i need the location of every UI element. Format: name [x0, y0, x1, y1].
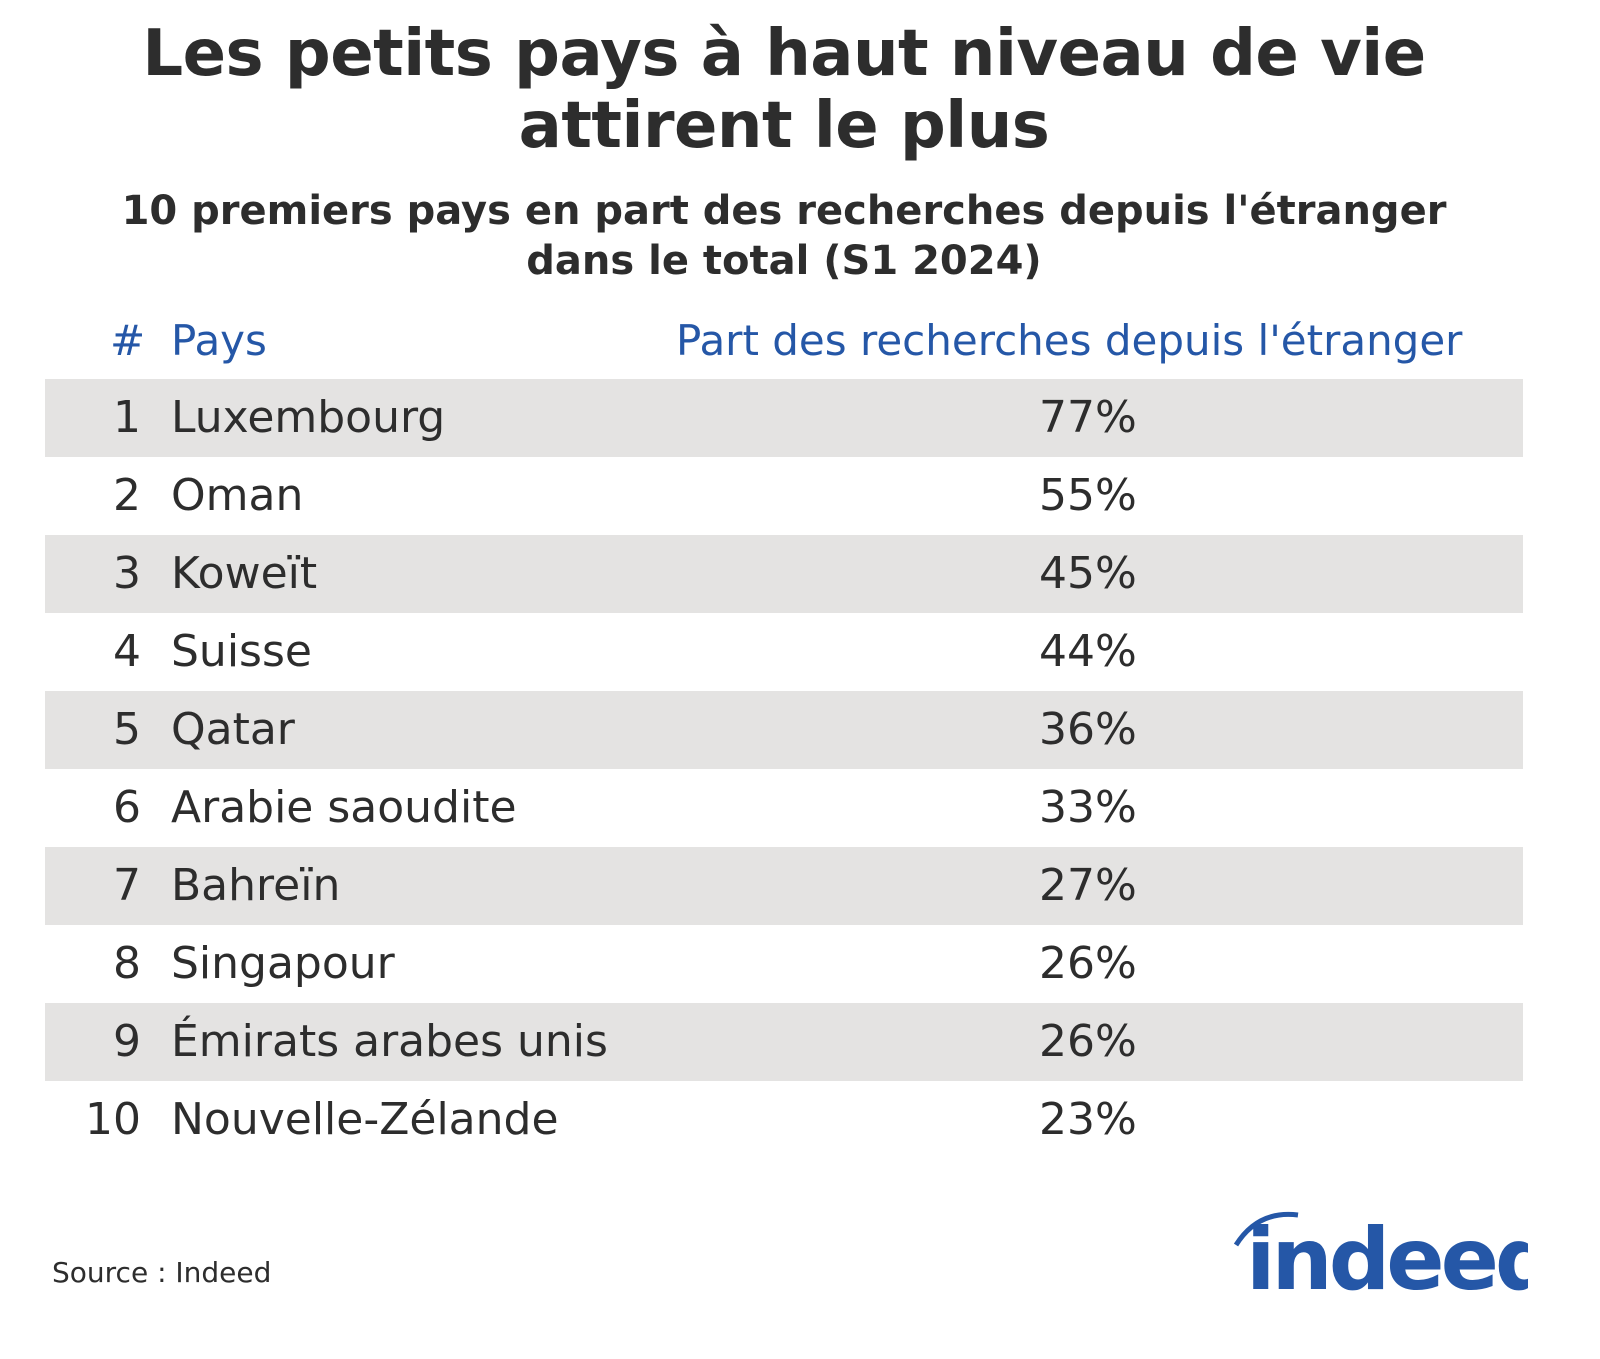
country-cell: Bahreïn	[171, 860, 341, 911]
country-cell: Luxembourg	[171, 392, 446, 443]
country-cell: Qatar	[171, 704, 295, 755]
title-line-2: attirent le plus	[518, 89, 1050, 163]
table-row: 1 Luxembourg 77%	[45, 379, 1523, 457]
indeed-logo: indeed	[1228, 1205, 1556, 1310]
rank-cell: 1	[113, 392, 141, 443]
share-cell: 36%	[1039, 704, 1137, 755]
country-cell: Émirats arabes unis	[171, 1016, 608, 1067]
rank-cell: 4	[113, 626, 141, 677]
table-row: 4 Suisse 44%	[45, 613, 1523, 691]
country-cell: Suisse	[171, 626, 312, 677]
rank-cell: 10	[85, 1094, 141, 1145]
share-cell: 55%	[1039, 470, 1137, 521]
subtitle-line-1: 10 premiers pays en part des recherches …	[121, 188, 1447, 234]
table-row: 10 Nouvelle-Zélande 23%	[45, 1081, 1523, 1159]
header-country: Pays	[171, 316, 267, 365]
share-cell: 45%	[1039, 548, 1137, 599]
svg-text:indeed: indeed	[1246, 1210, 1528, 1300]
header-rank: #	[110, 316, 146, 365]
share-cell: 23%	[1039, 1094, 1137, 1145]
share-cell: 77%	[1039, 392, 1137, 443]
share-cell: 26%	[1039, 938, 1137, 989]
table-row: 8 Singapour 26%	[45, 925, 1523, 1003]
table-row: 9 Émirats arabes unis 26%	[45, 1003, 1523, 1081]
rank-cell: 8	[113, 938, 141, 989]
source-note: Source : Indeed	[52, 1256, 272, 1289]
subtitle-line-2: dans le total (S1 2024)	[526, 238, 1042, 284]
title-line-1: Les petits pays à haut niveau de vie	[142, 17, 1426, 91]
country-cell: Singapour	[171, 938, 395, 989]
rank-cell: 9	[113, 1016, 141, 1067]
share-cell: 33%	[1039, 782, 1137, 833]
table-row: 7 Bahreïn 27%	[45, 847, 1523, 925]
rank-cell: 2	[113, 470, 141, 521]
table-row: 6 Arabie saoudite 33%	[45, 769, 1523, 847]
share-cell: 44%	[1039, 626, 1137, 677]
country-cell: Arabie saoudite	[171, 782, 517, 833]
country-cell: Koweït	[171, 548, 318, 599]
table-row: 5 Qatar 36%	[45, 691, 1523, 769]
rank-cell: 3	[113, 548, 141, 599]
share-cell: 26%	[1039, 1016, 1137, 1067]
table-row: 3 Koweït 45%	[45, 535, 1523, 613]
country-cell: Oman	[171, 470, 304, 521]
country-cell: Nouvelle-Zélande	[171, 1094, 559, 1145]
share-cell: 27%	[1039, 860, 1137, 911]
chart-title: Les petits pays à haut niveau de vie att…	[0, 18, 1568, 162]
chart-subtitle: 10 premiers pays en part des recherches …	[0, 186, 1568, 286]
rank-cell: 6	[113, 782, 141, 833]
header-share: Part des recherches depuis l'étranger	[676, 316, 1463, 365]
rank-cell: 5	[113, 704, 141, 755]
rank-cell: 7	[113, 860, 141, 911]
table-row: 2 Oman 55%	[45, 457, 1523, 535]
